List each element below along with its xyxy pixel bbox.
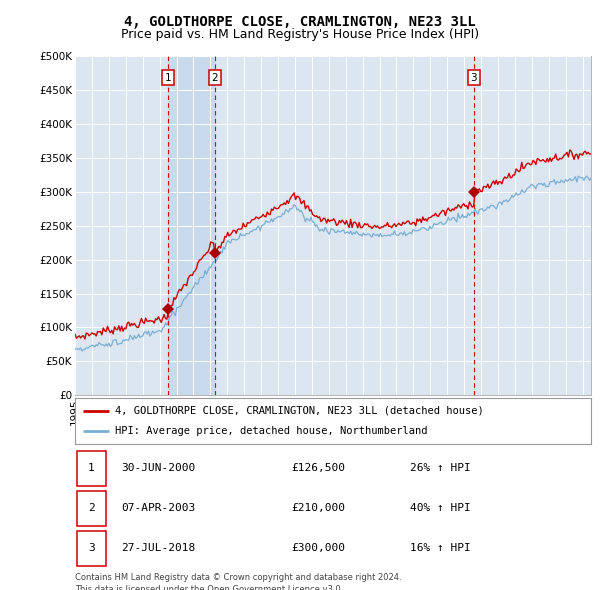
Text: £300,000: £300,000 <box>292 543 346 553</box>
Text: 1: 1 <box>165 73 172 83</box>
Text: 26% ↑ HPI: 26% ↑ HPI <box>410 463 471 473</box>
Text: 2: 2 <box>212 73 218 83</box>
Text: 27-JUL-2018: 27-JUL-2018 <box>121 543 196 553</box>
Text: HPI: Average price, detached house, Northumberland: HPI: Average price, detached house, Nort… <box>115 426 428 436</box>
Text: 16% ↑ HPI: 16% ↑ HPI <box>410 543 471 553</box>
FancyBboxPatch shape <box>77 491 106 526</box>
FancyBboxPatch shape <box>77 530 106 566</box>
Bar <box>168 56 215 395</box>
Text: 07-APR-2003: 07-APR-2003 <box>121 503 196 513</box>
Text: 1: 1 <box>88 463 95 473</box>
Text: 2: 2 <box>88 503 95 513</box>
FancyBboxPatch shape <box>77 451 106 486</box>
Text: 40% ↑ HPI: 40% ↑ HPI <box>410 503 471 513</box>
Text: £126,500: £126,500 <box>292 463 346 473</box>
Text: Contains HM Land Registry data © Crown copyright and database right 2024.
This d: Contains HM Land Registry data © Crown c… <box>75 573 401 590</box>
Text: 4, GOLDTHORPE CLOSE, CRAMLINGTON, NE23 3LL (detached house): 4, GOLDTHORPE CLOSE, CRAMLINGTON, NE23 3… <box>115 406 484 416</box>
Text: 3: 3 <box>88 543 95 553</box>
Text: 30-JUN-2000: 30-JUN-2000 <box>121 463 196 473</box>
Text: 4, GOLDTHORPE CLOSE, CRAMLINGTON, NE23 3LL: 4, GOLDTHORPE CLOSE, CRAMLINGTON, NE23 3… <box>124 15 476 29</box>
Text: £210,000: £210,000 <box>292 503 346 513</box>
Text: 3: 3 <box>470 73 477 83</box>
Text: Price paid vs. HM Land Registry's House Price Index (HPI): Price paid vs. HM Land Registry's House … <box>121 28 479 41</box>
